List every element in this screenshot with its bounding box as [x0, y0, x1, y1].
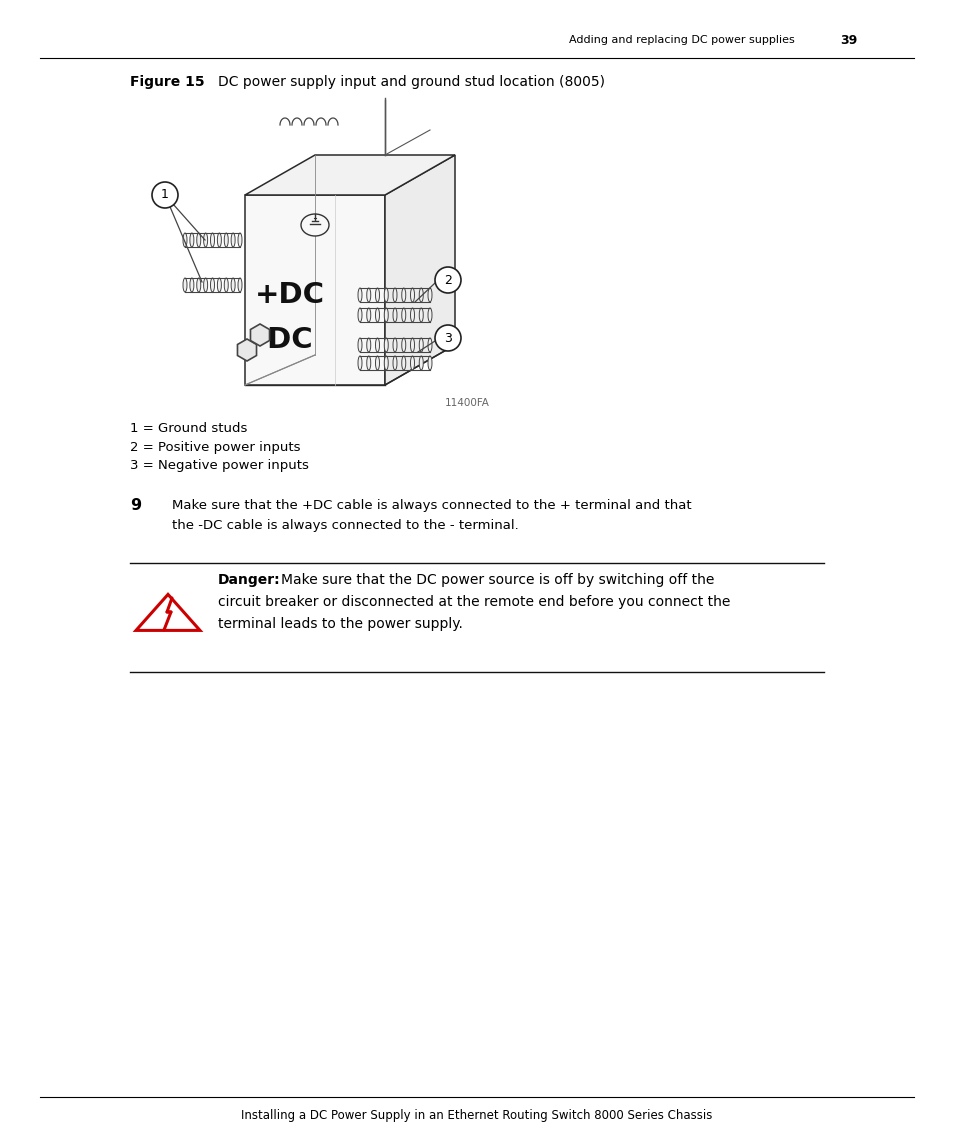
Text: 3 = Negative power inputs: 3 = Negative power inputs — [130, 459, 309, 473]
Text: 1: 1 — [161, 189, 169, 202]
Text: 9: 9 — [130, 498, 141, 513]
Text: the -DC cable is always connected to the - terminal.: the -DC cable is always connected to the… — [172, 520, 518, 532]
Circle shape — [152, 182, 178, 208]
Text: Figure 15: Figure 15 — [130, 76, 204, 89]
Polygon shape — [237, 339, 256, 361]
Text: circuit breaker or disconnected at the remote end before you connect the: circuit breaker or disconnected at the r… — [218, 595, 730, 609]
Text: DC power supply input and ground stud location (8005): DC power supply input and ground stud lo… — [218, 76, 604, 89]
Ellipse shape — [190, 232, 193, 247]
Ellipse shape — [384, 338, 388, 352]
Ellipse shape — [231, 278, 234, 292]
Text: 2 = Positive power inputs: 2 = Positive power inputs — [130, 441, 300, 453]
Ellipse shape — [418, 338, 423, 352]
Ellipse shape — [428, 338, 432, 352]
Ellipse shape — [393, 308, 396, 322]
Ellipse shape — [410, 356, 414, 370]
Ellipse shape — [401, 308, 405, 322]
Text: 2: 2 — [443, 274, 452, 286]
Text: terminal leads to the power supply.: terminal leads to the power supply. — [218, 617, 462, 631]
Text: Make sure that the DC power source is off by switching off the: Make sure that the DC power source is of… — [281, 572, 714, 587]
Ellipse shape — [401, 356, 405, 370]
Text: Adding and replacing DC power supplies: Adding and replacing DC power supplies — [569, 35, 794, 45]
Polygon shape — [385, 155, 455, 385]
Ellipse shape — [366, 289, 371, 302]
Ellipse shape — [301, 214, 329, 236]
Ellipse shape — [183, 278, 187, 292]
Ellipse shape — [217, 232, 221, 247]
Ellipse shape — [196, 232, 200, 247]
Ellipse shape — [428, 289, 432, 302]
Ellipse shape — [375, 356, 379, 370]
Polygon shape — [245, 195, 385, 385]
Polygon shape — [251, 324, 270, 346]
Ellipse shape — [375, 308, 379, 322]
Ellipse shape — [357, 338, 361, 352]
Polygon shape — [136, 594, 200, 631]
Ellipse shape — [428, 356, 432, 370]
Ellipse shape — [418, 308, 423, 322]
Ellipse shape — [410, 289, 414, 302]
Polygon shape — [245, 155, 455, 195]
Ellipse shape — [393, 338, 396, 352]
Text: 11400FA: 11400FA — [445, 398, 490, 408]
Text: +DC: +DC — [254, 281, 325, 309]
Ellipse shape — [410, 308, 414, 322]
Ellipse shape — [203, 232, 208, 247]
Ellipse shape — [410, 338, 414, 352]
Ellipse shape — [237, 278, 242, 292]
Ellipse shape — [384, 356, 388, 370]
Text: 3: 3 — [443, 332, 452, 345]
Text: Danger:: Danger: — [218, 572, 280, 587]
Ellipse shape — [366, 308, 371, 322]
Ellipse shape — [384, 308, 388, 322]
Ellipse shape — [401, 338, 405, 352]
Ellipse shape — [393, 289, 396, 302]
Ellipse shape — [183, 232, 187, 247]
Ellipse shape — [231, 232, 234, 247]
Ellipse shape — [203, 278, 208, 292]
Ellipse shape — [357, 289, 361, 302]
Ellipse shape — [196, 278, 200, 292]
Ellipse shape — [211, 232, 214, 247]
Ellipse shape — [357, 308, 361, 322]
Ellipse shape — [418, 356, 423, 370]
Text: 1 = Ground studs: 1 = Ground studs — [130, 421, 247, 434]
Ellipse shape — [217, 278, 221, 292]
Ellipse shape — [237, 232, 242, 247]
Ellipse shape — [375, 289, 379, 302]
Text: Make sure that the +DC cable is always connected to the + terminal and that: Make sure that the +DC cable is always c… — [172, 499, 691, 513]
Ellipse shape — [366, 338, 371, 352]
Ellipse shape — [224, 278, 228, 292]
Text: -DC: -DC — [254, 326, 313, 354]
Text: 39: 39 — [840, 33, 857, 47]
Circle shape — [435, 267, 460, 293]
Ellipse shape — [418, 289, 423, 302]
Circle shape — [435, 325, 460, 352]
Ellipse shape — [401, 289, 405, 302]
Ellipse shape — [357, 356, 361, 370]
Ellipse shape — [366, 356, 371, 370]
Ellipse shape — [393, 356, 396, 370]
Text: Installing a DC Power Supply in an Ethernet Routing Switch 8000 Series Chassis: Installing a DC Power Supply in an Ether… — [241, 1108, 712, 1121]
Ellipse shape — [190, 278, 193, 292]
Ellipse shape — [224, 232, 228, 247]
Ellipse shape — [211, 278, 214, 292]
Ellipse shape — [428, 308, 432, 322]
Ellipse shape — [375, 338, 379, 352]
Ellipse shape — [384, 289, 388, 302]
